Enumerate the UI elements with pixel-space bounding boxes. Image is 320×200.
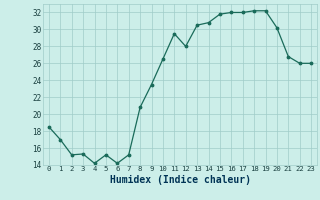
- X-axis label: Humidex (Indice chaleur): Humidex (Indice chaleur): [109, 175, 251, 185]
